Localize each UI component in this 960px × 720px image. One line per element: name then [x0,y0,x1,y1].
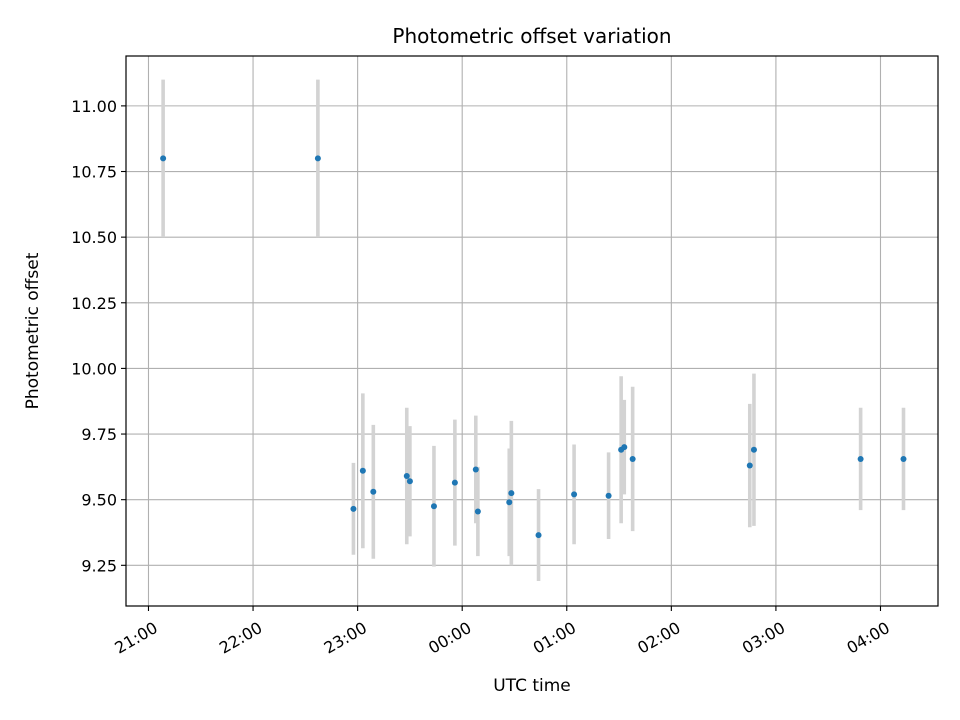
data-point [350,505,357,512]
grid [126,56,938,606]
data-point [359,467,366,474]
data-point [621,444,628,451]
data-point [430,503,437,510]
chart-title: Photometric offset variation [392,24,671,48]
x-axis-title: UTC time [493,676,571,696]
data-point [746,462,753,469]
y-tick-label: 10.00 [71,359,117,378]
data-points [160,155,907,539]
data-point [571,491,578,498]
data-point [370,488,377,495]
data-point [403,473,410,480]
data-point [857,455,864,462]
data-point [535,532,542,539]
y-tick-label: 10.75 [71,163,117,182]
data-point [160,155,167,162]
y-tick-label: 10.50 [71,228,117,247]
data-point [406,478,413,485]
y-tick-label: 9.50 [81,491,117,510]
data-point [629,455,636,462]
y-tick-label: 9.75 [81,425,117,444]
data-point [451,479,458,486]
y-tick-label: 11.00 [71,97,117,116]
data-point [474,508,481,515]
plot-area-frame [125,55,939,607]
y-tick-label: 9.25 [81,556,117,575]
data-point [472,466,479,473]
data-point [605,492,612,499]
data-point [508,490,515,497]
data-point [506,499,513,506]
data-point [314,155,321,162]
data-point [750,446,757,453]
data-point [900,455,907,462]
y-axis-title: Photometric offset [23,252,43,409]
y-tick-label: 10.25 [71,294,117,313]
